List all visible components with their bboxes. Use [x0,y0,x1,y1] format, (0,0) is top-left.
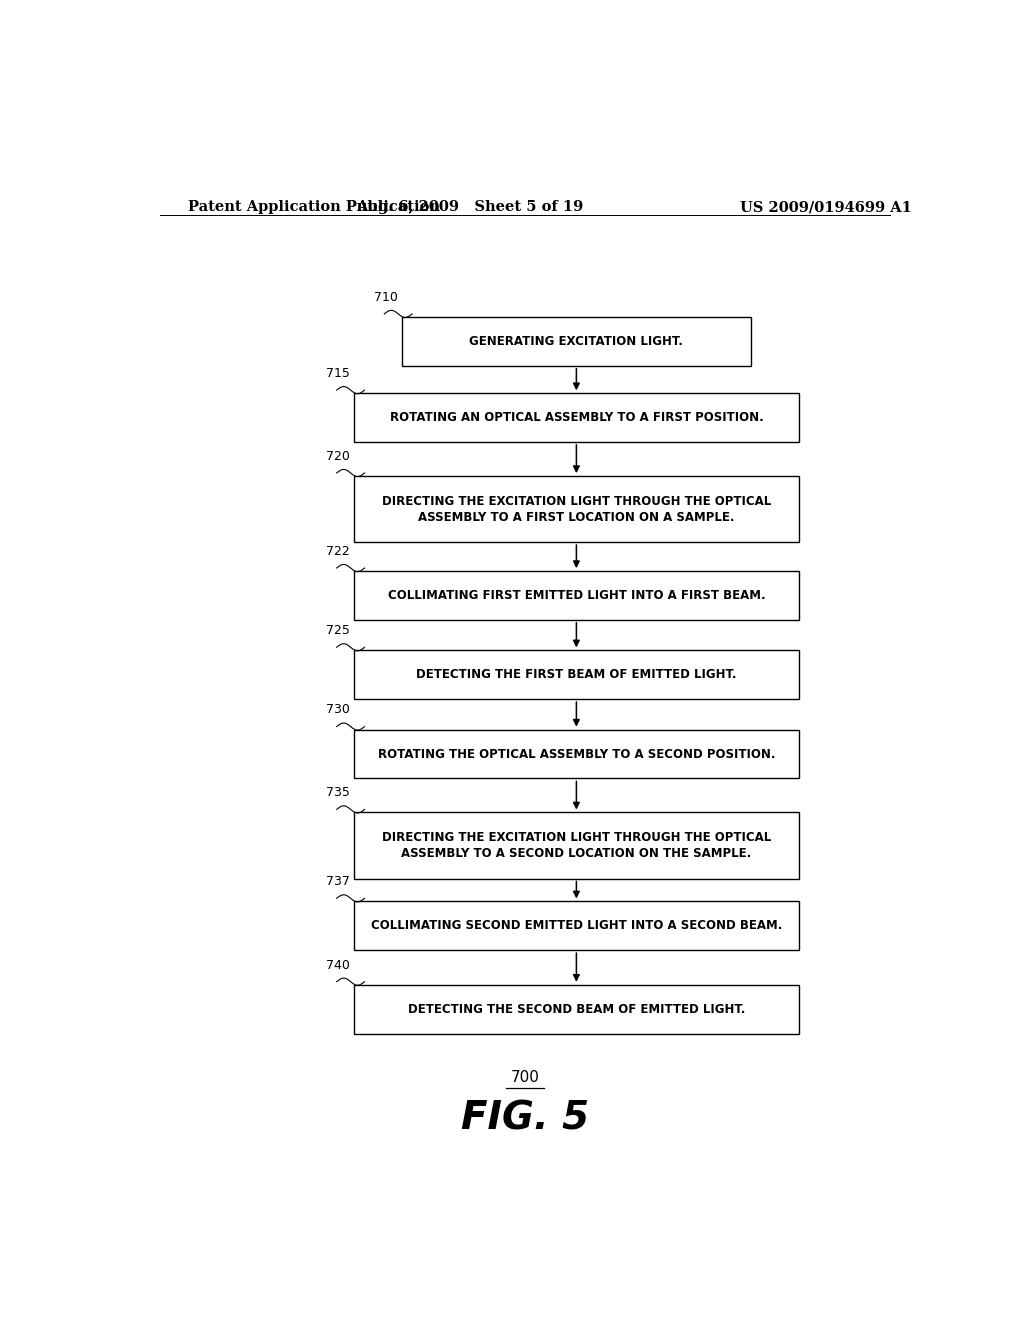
Text: Aug. 6, 2009   Sheet 5 of 19: Aug. 6, 2009 Sheet 5 of 19 [355,201,583,214]
Text: GENERATING EXCITATION LIGHT.: GENERATING EXCITATION LIGHT. [469,335,683,348]
Text: COLLIMATING SECOND EMITTED LIGHT INTO A SECOND BEAM.: COLLIMATING SECOND EMITTED LIGHT INTO A … [371,919,782,932]
Text: 720: 720 [327,450,350,463]
Text: 715: 715 [327,367,350,380]
Text: 725: 725 [327,624,350,638]
Text: ROTATING THE OPTICAL ASSEMBLY TO A SECOND POSITION.: ROTATING THE OPTICAL ASSEMBLY TO A SECON… [378,747,775,760]
Text: US 2009/0194699 A1: US 2009/0194699 A1 [740,201,912,214]
FancyBboxPatch shape [354,812,799,879]
Text: COLLIMATING FIRST EMITTED LIGHT INTO A FIRST BEAM.: COLLIMATING FIRST EMITTED LIGHT INTO A F… [387,589,765,602]
Text: 737: 737 [327,875,350,888]
Text: 722: 722 [327,545,350,558]
Text: 710: 710 [374,290,397,304]
FancyBboxPatch shape [354,477,799,543]
Text: 735: 735 [327,787,350,799]
Text: Patent Application Publication: Patent Application Publication [187,201,439,214]
Text: 730: 730 [327,704,350,717]
FancyBboxPatch shape [354,730,799,779]
Text: DIRECTING THE EXCITATION LIGHT THROUGH THE OPTICAL
ASSEMBLY TO A SECOND LOCATION: DIRECTING THE EXCITATION LIGHT THROUGH T… [382,832,771,861]
FancyBboxPatch shape [401,317,751,366]
Text: FIG. 5: FIG. 5 [461,1100,589,1138]
Text: DETECTING THE FIRST BEAM OF EMITTED LIGHT.: DETECTING THE FIRST BEAM OF EMITTED LIGH… [416,668,736,681]
Text: 740: 740 [327,958,350,972]
FancyBboxPatch shape [354,572,799,620]
Text: DETECTING THE SECOND BEAM OF EMITTED LIGHT.: DETECTING THE SECOND BEAM OF EMITTED LIG… [408,1003,745,1015]
Text: DIRECTING THE EXCITATION LIGHT THROUGH THE OPTICAL
ASSEMBLY TO A FIRST LOCATION : DIRECTING THE EXCITATION LIGHT THROUGH T… [382,495,771,524]
Text: 700: 700 [510,1071,540,1085]
FancyBboxPatch shape [354,985,799,1034]
Text: ROTATING AN OPTICAL ASSEMBLY TO A FIRST POSITION.: ROTATING AN OPTICAL ASSEMBLY TO A FIRST … [389,411,763,424]
FancyBboxPatch shape [354,651,799,700]
FancyBboxPatch shape [354,902,799,950]
FancyBboxPatch shape [354,393,799,442]
